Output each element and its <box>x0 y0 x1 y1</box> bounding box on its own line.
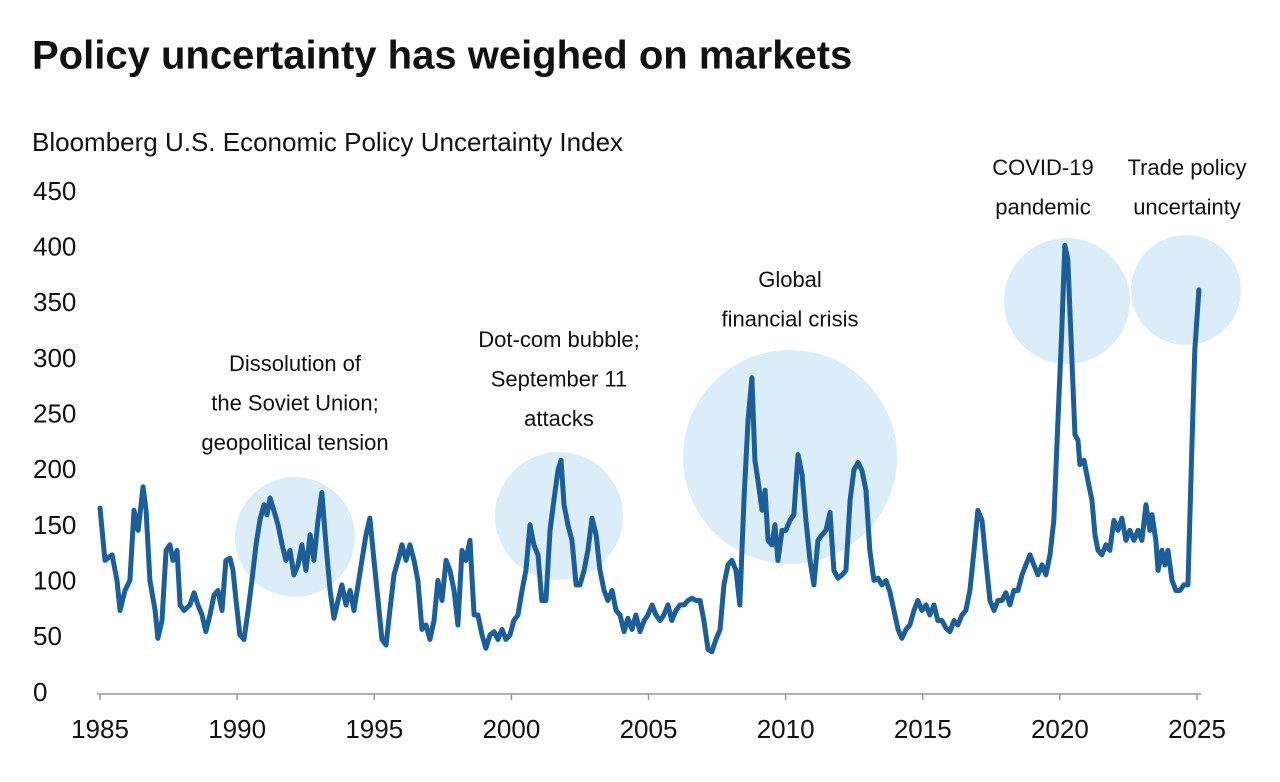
y-tick-label: 350 <box>33 287 76 317</box>
annotation: Dot-com bubble; <box>478 327 639 352</box>
annotation: the Soviet Union; <box>211 390 379 415</box>
x-tick-label: 2010 <box>757 714 815 744</box>
x-tick-label: 2025 <box>1168 714 1226 744</box>
x-tick-label: 2015 <box>894 714 952 744</box>
x-tick-label: 2020 <box>1031 714 1089 744</box>
chart-title: Policy uncertainty has weighed on market… <box>32 34 852 78</box>
y-tick-label: 50 <box>33 621 62 651</box>
annotation: uncertainty <box>1133 194 1241 219</box>
highlight-circle <box>1004 238 1130 364</box>
x-tick-label: 1985 <box>71 714 129 744</box>
y-tick-label: 200 <box>33 454 76 484</box>
annotation: COVID-19 <box>992 155 1093 180</box>
annotation: Global <box>758 267 822 292</box>
highlight-circle <box>683 350 897 564</box>
data-line <box>97 242 1202 655</box>
y-tick-label: 300 <box>33 343 76 373</box>
x-tick-label: 2005 <box>620 714 678 744</box>
annotation: geopolitical tension <box>201 430 388 455</box>
highlight-circle <box>1131 235 1241 345</box>
y-tick-label: 0 <box>33 677 47 707</box>
y-tick-label: 450 <box>33 176 76 206</box>
annotation: pandemic <box>995 194 1090 219</box>
x-tick-label: 1990 <box>208 714 266 744</box>
annotation: Trade policy <box>1127 155 1246 180</box>
y-tick-label: 400 <box>33 232 76 262</box>
x-tick-label: 1995 <box>345 714 403 744</box>
x-tick-label: 2000 <box>482 714 540 744</box>
annotation: Dissolution of <box>229 351 362 376</box>
chart-subtitle: Bloomberg U.S. Economic Policy Uncertain… <box>32 127 623 157</box>
annotation: financial crisis <box>722 306 859 331</box>
annotation: attacks <box>524 406 594 431</box>
y-tick-label: 100 <box>33 566 76 596</box>
annotation: September 11 <box>491 366 628 391</box>
y-tick-label: 150 <box>33 510 76 540</box>
y-tick-label: 250 <box>33 399 76 429</box>
